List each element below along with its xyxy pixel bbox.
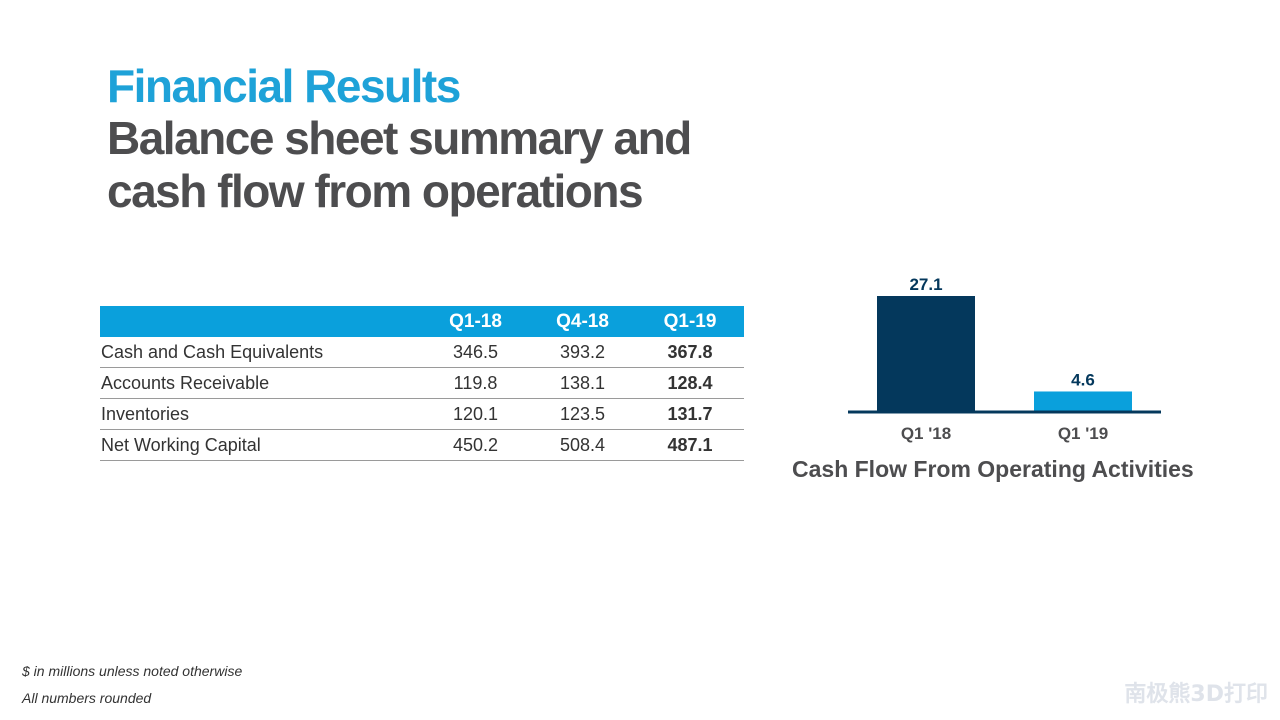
cell-value: 138.1 bbox=[529, 367, 636, 399]
category-label-0: Q1 '18 bbox=[901, 424, 951, 443]
bar-0 bbox=[877, 296, 975, 411]
cell-value-current: 131.7 bbox=[636, 398, 744, 430]
cell-value: 450.2 bbox=[422, 429, 529, 461]
table-header-q4-18: Q4-18 bbox=[529, 306, 636, 337]
footnote-units: $ in millions unless noted otherwise bbox=[22, 663, 243, 679]
balance-sheet-table: Q1-18 Q4-18 Q1-19 Cash and Cash Equivale… bbox=[100, 306, 744, 461]
cell-value: 120.1 bbox=[422, 398, 529, 430]
table-row: Inventories 120.1 123.5 131.7 bbox=[100, 398, 744, 430]
page-subtitle-line2: cash flow from operations bbox=[107, 165, 644, 217]
row-label: Accounts Receivable bbox=[100, 367, 422, 399]
footnote-rounding: All numbers rounded bbox=[22, 690, 152, 706]
data-label-1: 4.6 bbox=[1071, 370, 1095, 389]
row-label: Cash and Cash Equivalents bbox=[100, 337, 422, 368]
table-header-label bbox=[100, 306, 422, 337]
category-label-1: Q1 '19 bbox=[1058, 424, 1108, 443]
cell-value-current: 367.8 bbox=[636, 337, 744, 368]
cash-flow-bar-chart: 27.1 Q1 '18 4.6 Q1 '19 bbox=[848, 275, 1161, 443]
cell-value: 508.4 bbox=[529, 429, 636, 461]
table-row: Accounts Receivable 119.8 138.1 128.4 bbox=[100, 367, 744, 399]
title-block: Financial Results Balance sheet summary … bbox=[107, 60, 692, 218]
bar-1 bbox=[1034, 391, 1132, 411]
cell-value-current: 487.1 bbox=[636, 429, 744, 461]
page-title: Financial Results bbox=[107, 60, 461, 112]
watermark-text: 南极熊3D打印 bbox=[1124, 682, 1268, 707]
row-label: Net Working Capital bbox=[100, 429, 422, 461]
table-row: Net Working Capital 450.2 508.4 487.1 bbox=[100, 429, 744, 461]
table-header-q1-18: Q1-18 bbox=[422, 306, 529, 337]
cell-value: 393.2 bbox=[529, 337, 636, 368]
page-subtitle-line1: Balance sheet summary and bbox=[107, 112, 692, 164]
table-header-row: Q1-18 Q4-18 Q1-19 bbox=[100, 306, 744, 337]
cell-value: 119.8 bbox=[422, 367, 529, 399]
table-header-q1-19: Q1-19 bbox=[636, 306, 744, 337]
chart-title: Cash Flow From Operating Activities bbox=[792, 456, 1194, 482]
cell-value: 123.5 bbox=[529, 398, 636, 430]
table-row: Cash and Cash Equivalents 346.5 393.2 36… bbox=[100, 337, 744, 368]
cell-value-current: 128.4 bbox=[636, 367, 744, 399]
cell-value: 346.5 bbox=[422, 337, 529, 368]
data-label-0: 27.1 bbox=[909, 275, 942, 294]
row-label: Inventories bbox=[100, 398, 422, 430]
